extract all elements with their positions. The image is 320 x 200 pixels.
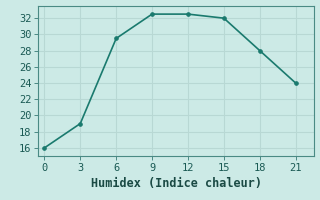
X-axis label: Humidex (Indice chaleur): Humidex (Indice chaleur) (91, 177, 261, 190)
